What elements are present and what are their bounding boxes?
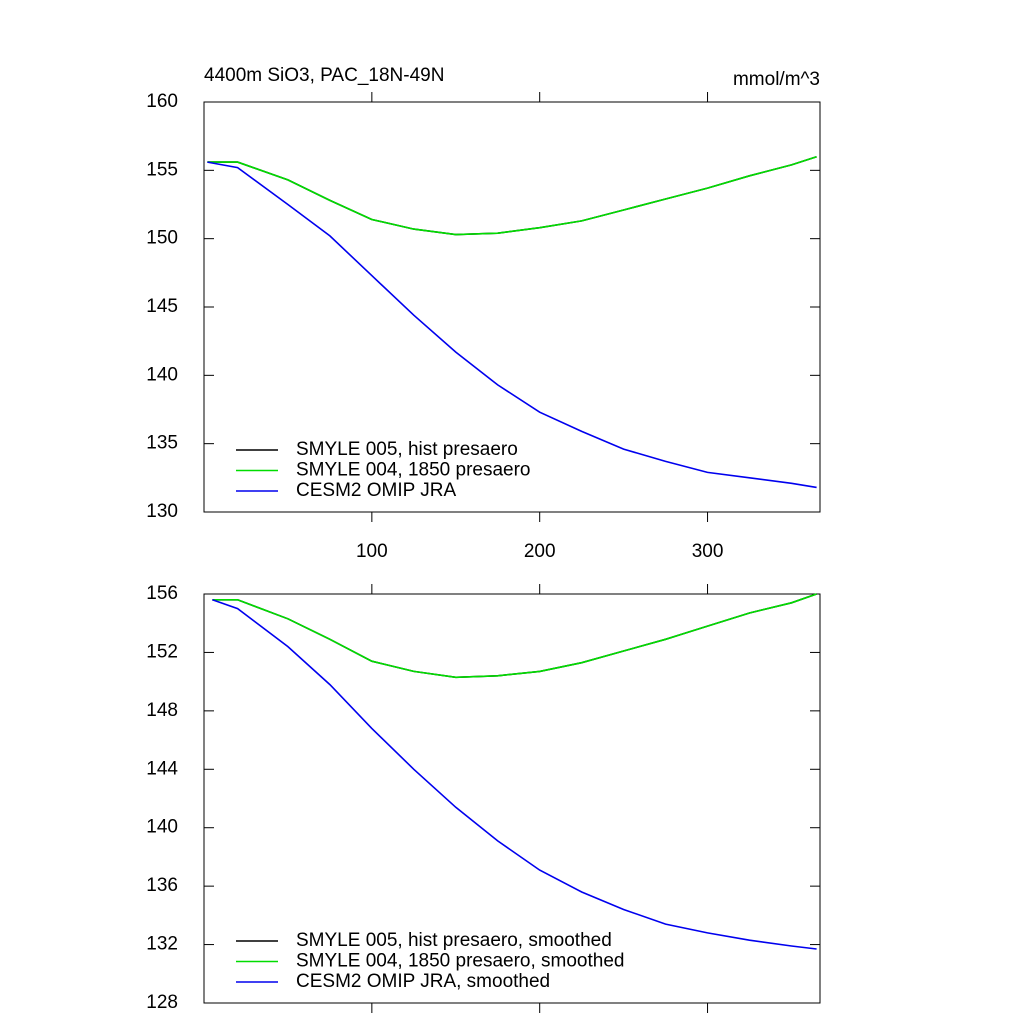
y-tick-label: 135 xyxy=(146,433,178,454)
y-tick-label: 145 xyxy=(146,296,178,317)
plot-frame xyxy=(203,593,821,1004)
x-tick-label: 100 xyxy=(356,541,388,562)
y-tick-label: 144 xyxy=(146,758,178,779)
y-tick-label: 136 xyxy=(146,875,178,896)
units-label: mmol/m^3 xyxy=(733,69,820,90)
series-line xyxy=(207,161,817,489)
series-line xyxy=(212,593,817,679)
series-line xyxy=(212,599,817,950)
y-tick-label: 150 xyxy=(146,228,178,249)
series-line xyxy=(207,155,817,236)
legend-label: SMYLE 004, 1850 presaero, smoothed xyxy=(296,951,624,972)
y-tick-label: 128 xyxy=(146,992,178,1013)
y-tick-label: 148 xyxy=(146,700,178,721)
y-tick-label: 140 xyxy=(146,817,178,838)
y-tick-label: 160 xyxy=(146,91,178,112)
x-tick-label: 300 xyxy=(692,541,724,562)
series-line xyxy=(207,155,817,236)
x-tick-label: 200 xyxy=(524,541,556,562)
legend-label: CESM2 OMIP JRA, smoothed xyxy=(296,971,550,992)
y-tick-label: 132 xyxy=(146,934,178,955)
legend-label: SMYLE 005, hist presaero xyxy=(296,439,518,460)
legend-label: SMYLE 004, 1850 presaero xyxy=(296,460,531,481)
y-tick-label: 140 xyxy=(146,364,178,385)
legend-label: CESM2 OMIP JRA xyxy=(296,480,456,501)
chart-title: 4400m SiO3, PAC_18N-49N xyxy=(204,65,444,86)
series-line xyxy=(212,593,817,679)
y-tick-label: 130 xyxy=(146,501,178,522)
y-tick-label: 156 xyxy=(146,583,178,604)
y-tick-label: 152 xyxy=(146,641,178,662)
legend-label: SMYLE 005, hist presaero, smoothed xyxy=(296,930,612,951)
y-tick-label: 155 xyxy=(146,159,178,180)
